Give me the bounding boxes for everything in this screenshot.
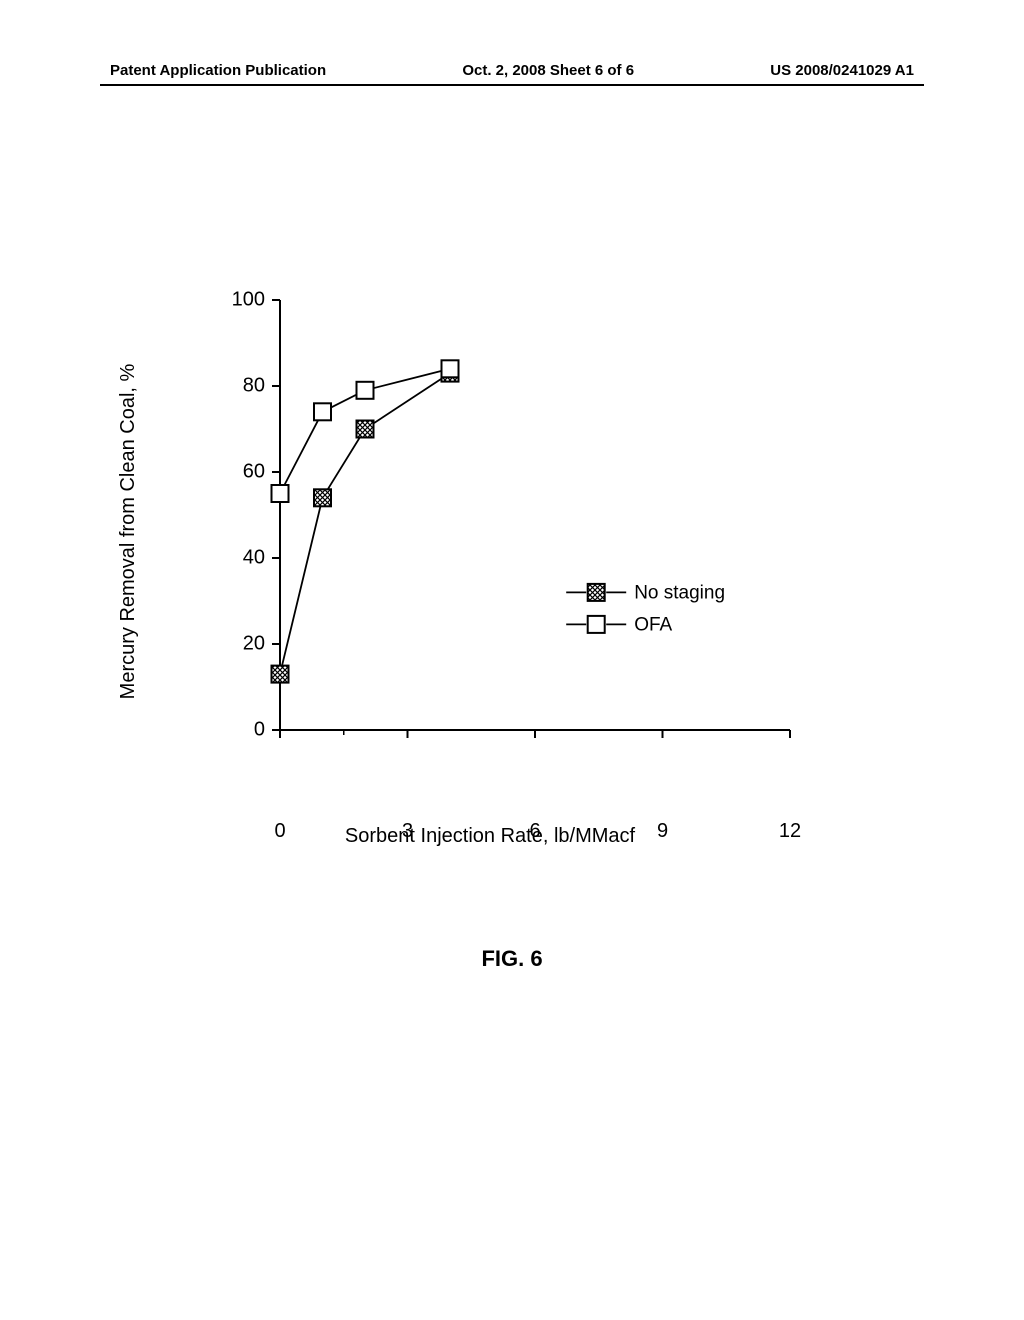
chart-svg: No staging OFA <box>280 300 790 730</box>
y-tick-label: 60 <box>215 461 265 484</box>
x-tick-label: 9 <box>657 820 668 843</box>
x-tick-label: 12 <box>779 820 801 843</box>
x-tick-label: 3 <box>402 820 413 843</box>
y-tick-label: 40 <box>215 547 265 570</box>
x-tick-label: 6 <box>529 820 540 843</box>
header-rule <box>100 84 924 86</box>
chart-container: Mercury Removal from Clean Coal, % Sorbe… <box>170 280 810 780</box>
page-header: Patent Application Publication Oct. 2, 2… <box>0 62 1024 79</box>
header-right: US 2008/0241029 A1 <box>770 62 914 79</box>
x-axis-label: Sorbent Injection Rate, lb/MMacf <box>345 825 635 848</box>
y-axis-ticks: 0 20 40 60 80 100 <box>215 280 265 780</box>
legend-label: OFA <box>634 614 672 635</box>
y-axis-label: Mercury Removal from Clean Coal, % <box>117 364 140 700</box>
y-tick-label: 80 <box>215 375 265 398</box>
legend-label: No staging <box>634 582 725 603</box>
header-center: Oct. 2, 2008 Sheet 6 of 6 <box>462 62 634 79</box>
header-left: Patent Application Publication <box>110 62 326 79</box>
plot-area: No staging OFA <box>280 300 790 730</box>
x-tick-label: 0 <box>274 820 285 843</box>
y-tick-label: 20 <box>215 633 265 656</box>
figure-caption: FIG. 6 <box>481 946 542 972</box>
y-tick-label: 0 <box>215 719 265 742</box>
y-tick-label: 100 <box>215 289 265 312</box>
